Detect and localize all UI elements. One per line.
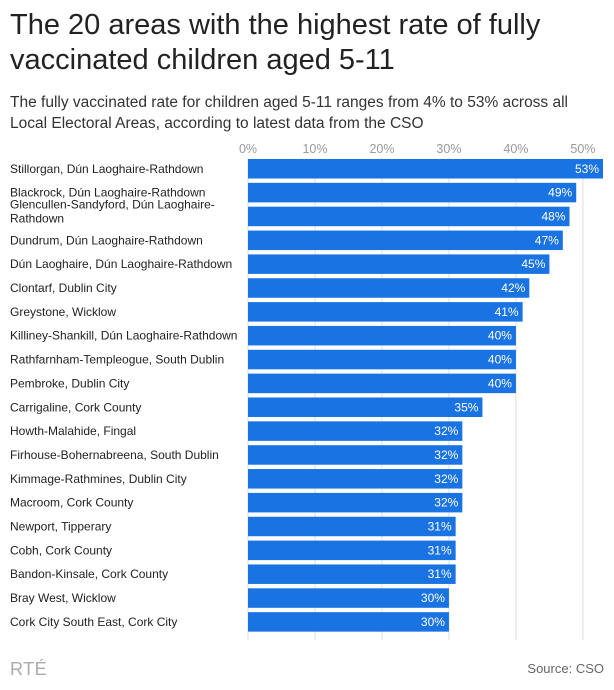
bar (248, 612, 449, 632)
bar (248, 540, 456, 561)
category-label: Killiney-Shankill, Dún Laoghaire-Rathdow… (10, 329, 237, 343)
bar-value-label: 31% (428, 567, 452, 581)
category-labels: Stillorgan, Dún Laoghaire-Rathdown Blackr… (10, 162, 237, 629)
category-label: Macroom, Cork County (10, 496, 133, 510)
bar (248, 588, 449, 608)
bar (248, 302, 523, 322)
bar-value-label: 31% (428, 520, 452, 534)
category-label: Cork City South East, Cork City (10, 615, 177, 629)
bar-value-label: 49% (548, 186, 572, 200)
category-label-line: Glencullen-Sandyford, Dún Laoghaire- (10, 198, 215, 212)
bar-value-label: 32% (434, 424, 458, 438)
category-label: Rathfarnham-Templeogue, South Dublin (10, 353, 224, 367)
category-label: Newport, Tipperary (10, 520, 111, 534)
bar (248, 445, 463, 465)
bar-value-label: 41% (495, 305, 519, 319)
bar (248, 564, 456, 584)
category-label: Bray West, Wicklow (10, 591, 116, 605)
bars (248, 159, 603, 632)
bar (248, 469, 463, 489)
x-tick-label: 10% (302, 142, 327, 156)
x-tick-label: 50% (570, 142, 595, 156)
category-label: Kimmage-Rathmines, Dublin City (10, 472, 187, 486)
bar (248, 206, 570, 227)
bar-value-label: 40% (488, 376, 512, 390)
bar (248, 278, 530, 298)
bar-value-label: 32% (434, 496, 458, 510)
category-label: Blackrock, Dún Laoghaire-Rathdown (10, 186, 205, 200)
bar-value-label: 32% (434, 448, 458, 462)
bar (248, 397, 483, 417)
chart-title: The 20 areas with the highest rate of fu… (10, 9, 541, 76)
x-tick-label: 40% (503, 142, 528, 156)
bar (248, 182, 577, 203)
bar (248, 230, 563, 251)
category-label: Firhouse-Bohernabreena, South Dublin (10, 448, 219, 462)
bar-value-label: 32% (434, 472, 458, 486)
x-axis-ticks: 0% 10% 20% 30% 40% 50% (239, 142, 595, 156)
category-label: Carrigaline, Cork County (10, 400, 141, 414)
bar (248, 254, 550, 274)
x-tick-label: 30% (436, 142, 461, 156)
bar-value-label: 42% (501, 281, 525, 295)
category-label: Greystone, Wicklow (10, 305, 116, 319)
category-label: Dún Laoghaire, Dún Laoghaire-Rathdown (10, 257, 232, 271)
chart-subtitle: The fully vaccinated rate for children a… (10, 94, 568, 132)
bar-value-label: 40% (488, 329, 512, 343)
rte-logo: RTÉ (10, 659, 48, 679)
bar-value-label: 35% (454, 400, 478, 414)
bar-value-label: 53% (575, 162, 599, 176)
bar (248, 349, 516, 370)
bar-value-label: 40% (488, 353, 512, 367)
x-tick-label: 0% (239, 142, 257, 156)
category-label: Pembroke, Dublin City (10, 376, 129, 390)
category-label: Bandon-Kinsale, Cork County (10, 567, 168, 581)
bar-value-label: 31% (428, 543, 452, 557)
bar (248, 159, 603, 179)
category-label: Howth-Malahide, Fingal (10, 424, 136, 438)
category-label-line: Rathdown (10, 212, 64, 226)
bar-value-label: 30% (421, 615, 445, 629)
source-note: Source: CSO (527, 661, 604, 676)
category-label: Glencullen-Sandyford, Dún Laoghaire-Rath… (10, 198, 215, 226)
bar (248, 492, 463, 513)
bar-value-label: 47% (535, 233, 559, 247)
x-tick-label: 20% (369, 142, 394, 156)
bar-value-label: 45% (521, 257, 545, 271)
category-label: Clontarf, Dublin City (10, 281, 117, 295)
category-label: Dundrum, Dún Laoghaire-Rathdown (10, 233, 203, 247)
bar (248, 325, 516, 346)
bar-value-label: 48% (541, 209, 565, 223)
bar (248, 421, 463, 441)
bar (248, 516, 456, 537)
bar (248, 373, 516, 394)
bar-value-label: 30% (421, 591, 445, 605)
category-label: Cobh, Cork County (10, 543, 112, 557)
value-labels: 53%49% 48% 47% 45% 42% 41% 40% 40% 40% 35% 32% 32% 3… (421, 162, 599, 629)
category-label: Stillorgan, Dún Laoghaire-Rathdown (10, 162, 203, 176)
